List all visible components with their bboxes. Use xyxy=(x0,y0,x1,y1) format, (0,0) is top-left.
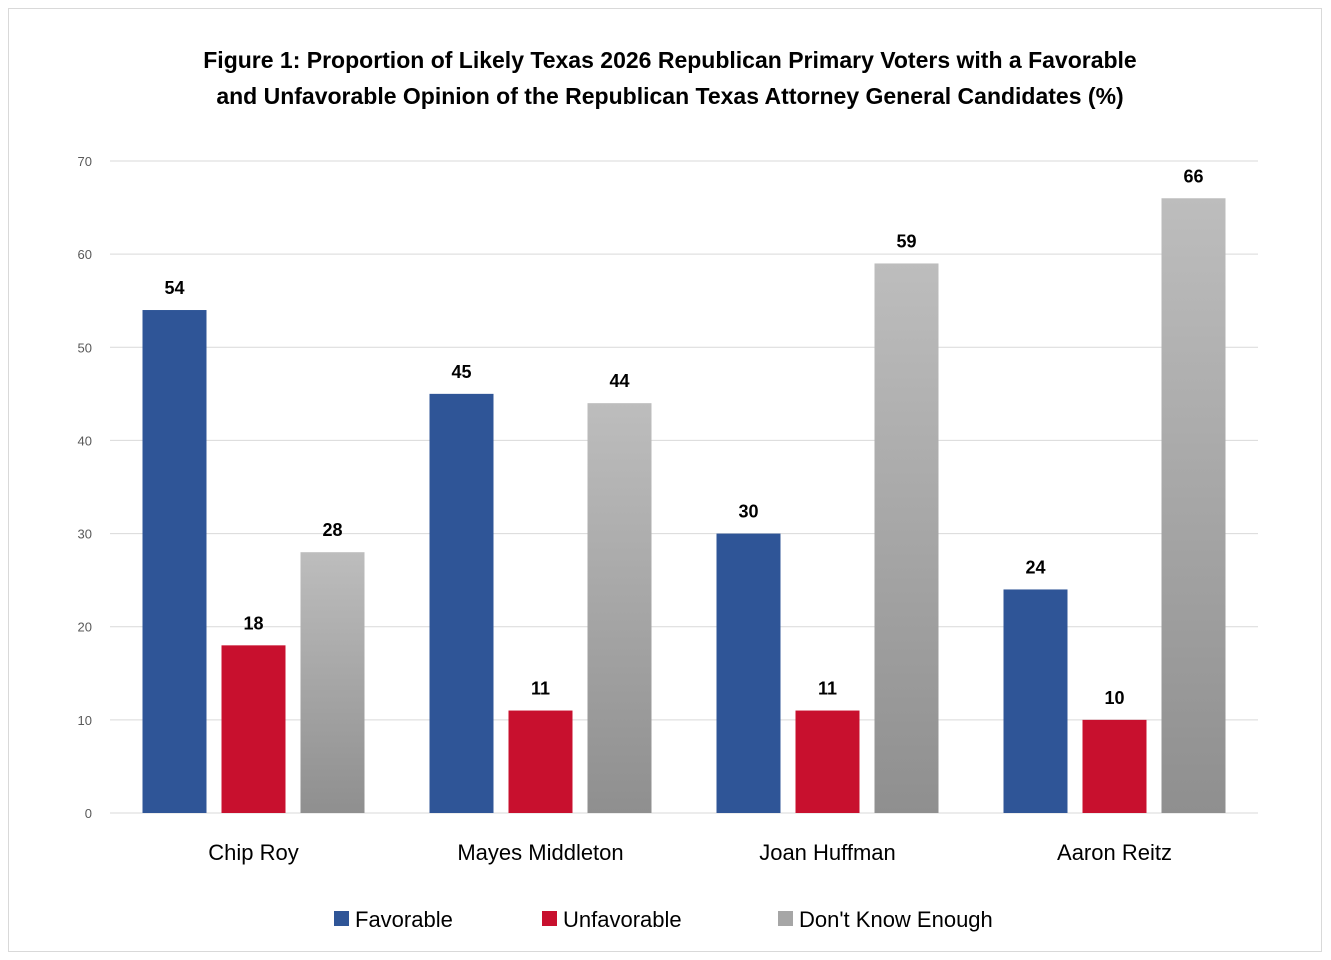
data-label: 30 xyxy=(738,502,758,522)
y-tick-label: 10 xyxy=(78,713,92,728)
bar-don-t-know-enough-chip-roy xyxy=(300,552,365,813)
bar-favorable-aaron-reitz xyxy=(1003,589,1068,813)
chart-title: Figure 1: Proportion of Likely Texas 202… xyxy=(203,47,1136,109)
bar-unfavorable-mayes-middleton xyxy=(508,710,573,813)
bar-favorable-chip-roy xyxy=(142,310,207,813)
category-label: Aaron Reitz xyxy=(1057,840,1172,865)
bars xyxy=(142,198,1226,813)
bar-favorable-joan-huffman xyxy=(716,533,781,813)
category-labels: Chip Roy Mayes Middleton Joan Huffman Aaron… xyxy=(208,840,1172,865)
legend-swatch xyxy=(542,911,557,926)
legend-label: Unfavorable xyxy=(563,907,682,932)
y-tick-label: 60 xyxy=(78,247,92,262)
data-label: 54 xyxy=(164,278,184,298)
legend: Favorable Unfavorable Don't Know Enough xyxy=(334,907,993,932)
bar-don-t-know-enough-joan-huffman xyxy=(874,263,939,813)
legend-swatch xyxy=(334,911,349,926)
bar-unfavorable-aaron-reitz xyxy=(1082,719,1147,813)
chart-title-line-2: and Unfavorable Opinion of the Republica… xyxy=(216,83,1123,109)
bar-unfavorable-joan-huffman xyxy=(795,710,860,813)
y-tick-label: 0 xyxy=(85,806,92,821)
bar-unfavorable-chip-roy xyxy=(221,645,286,813)
legend-swatch xyxy=(778,911,793,926)
data-label: 28 xyxy=(322,520,342,540)
data-label: 66 xyxy=(1183,166,1203,186)
data-label: 10 xyxy=(1104,688,1124,708)
data-label: 59 xyxy=(896,231,916,251)
data-label: 11 xyxy=(531,679,550,699)
y-tick-label: 70 xyxy=(78,154,92,169)
y-axis-tick-labels: 0 10 20 30 40 50 60 70 xyxy=(78,154,92,821)
legend-label: Don't Know Enough xyxy=(799,907,993,932)
bar-don-t-know-enough-aaron-reitz xyxy=(1161,198,1226,813)
data-label: 45 xyxy=(451,362,471,382)
data-label: 24 xyxy=(1025,557,1045,577)
data-label: 18 xyxy=(243,613,263,633)
y-tick-label: 40 xyxy=(78,433,92,448)
category-label: Joan Huffman xyxy=(759,840,896,865)
category-label: Chip Roy xyxy=(208,840,298,865)
bar-don-t-know-enough-mayes-middleton xyxy=(587,403,652,813)
data-label: 44 xyxy=(609,371,629,391)
legend-label: Favorable xyxy=(355,907,453,932)
y-tick-label: 30 xyxy=(78,527,92,542)
y-tick-label: 20 xyxy=(78,620,92,635)
y-tick-label: 50 xyxy=(78,340,92,355)
data-label: 11 xyxy=(818,679,837,699)
bar-favorable-mayes-middleton xyxy=(429,393,494,813)
category-label: Mayes Middleton xyxy=(457,840,623,865)
chart-title-line-1: Figure 1: Proportion of Likely Texas 202… xyxy=(203,47,1136,73)
data-labels: 54 18 28 45 11 44 30 11 59 24 10 66 xyxy=(164,166,1203,708)
